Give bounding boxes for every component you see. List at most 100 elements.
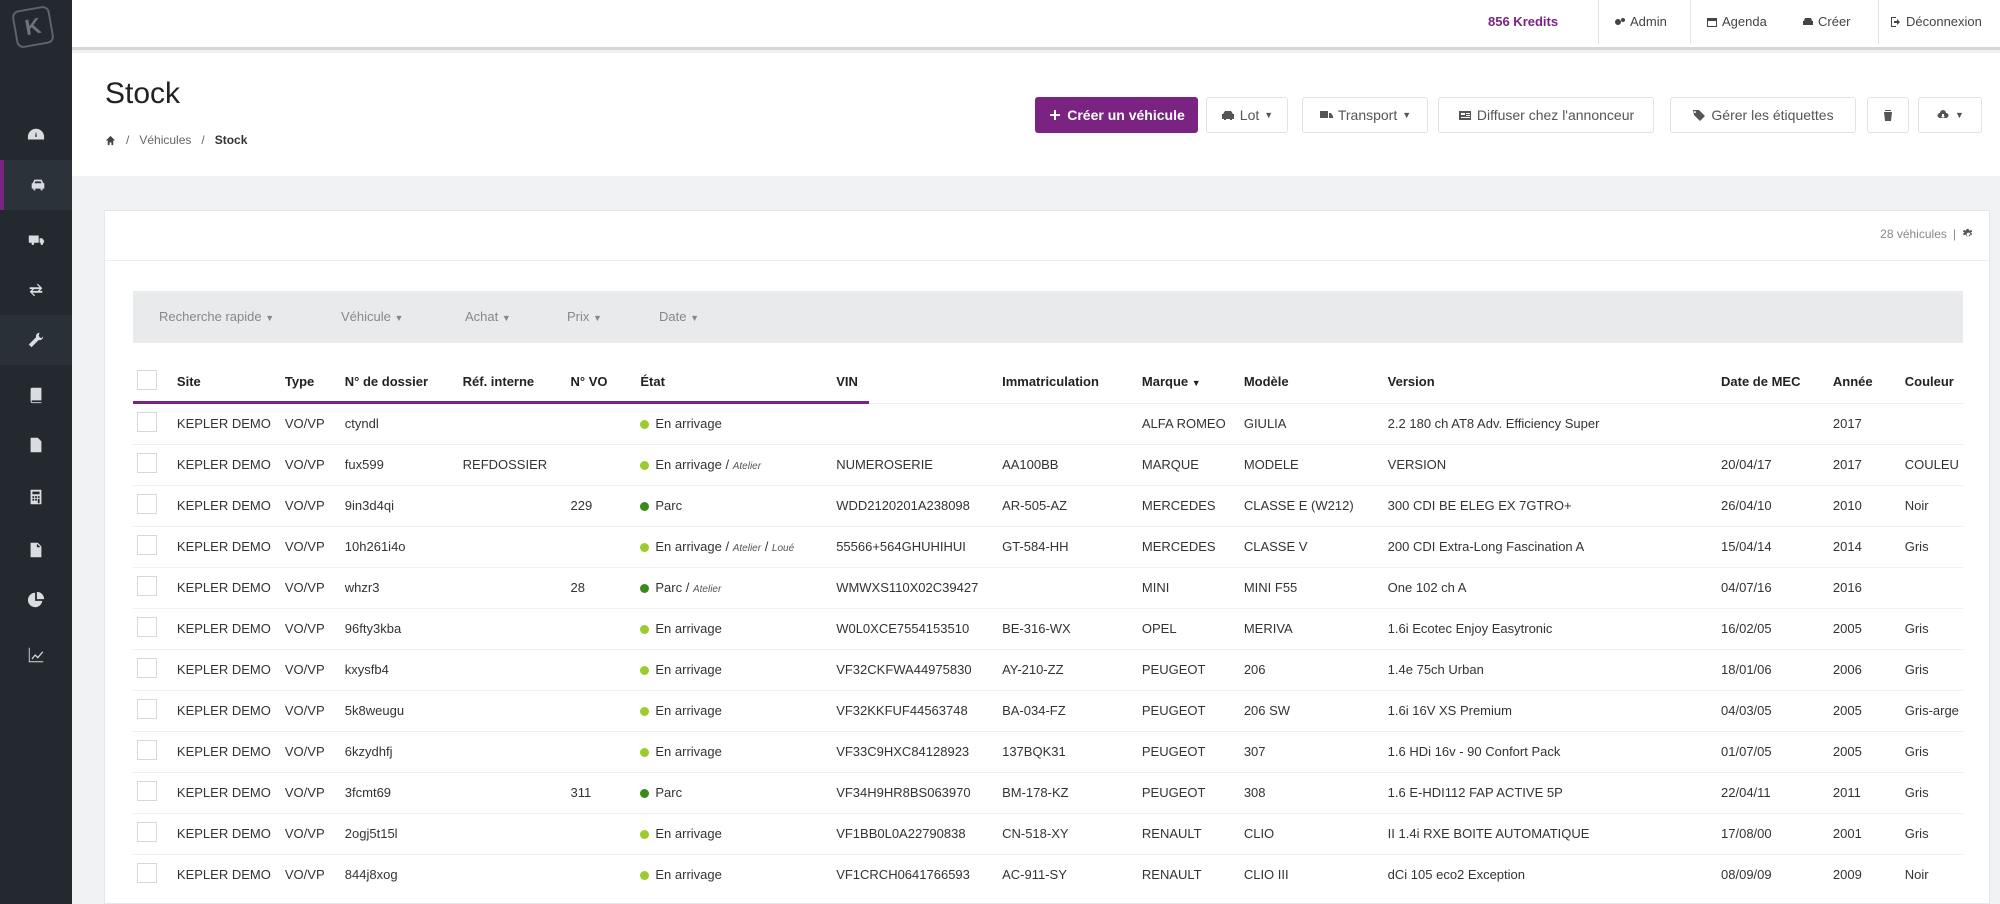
create-vehicle-button[interactable]: Créer un véhicule	[1035, 97, 1198, 133]
row-checkbox[interactable]	[137, 699, 157, 719]
row-checkbox[interactable]	[137, 658, 157, 678]
col-modele[interactable]: Modèle	[1243, 374, 1289, 390]
table-row[interactable]: KEPLER DEMO VO/VP 5k8weugu En arrivage VF32K…	[133, 689, 1963, 731]
cell-vin	[832, 402, 999, 444]
table-row[interactable]: KEPLER DEMO VO/VP 3fcmt69 311 Parc VF34H9HR8B…	[133, 771, 1963, 813]
create-link[interactable]: Créer	[1802, 0, 1851, 44]
cell-site: KEPLER DEMO	[172, 689, 281, 731]
logout-icon	[1891, 17, 1900, 27]
transport-button[interactable]: Transport ▼	[1302, 97, 1428, 133]
lot-button[interactable]: Lot ▼	[1206, 97, 1288, 133]
cell-marque: MERCEDES	[1137, 525, 1240, 567]
table-row[interactable]: KEPLER DEMO VO/VP 6kzydhfj En arrivage VF33C…	[133, 730, 1963, 772]
table-row[interactable]: KEPLER DEMO VO/VP 10h261i4o En arrivage / A…	[133, 525, 1963, 567]
filter-vehicle[interactable]: Véhicule ▼	[341, 309, 404, 324]
kredits-balance[interactable]: 856 Kredits	[1488, 14, 1559, 29]
status-dot	[640, 748, 650, 758]
diffuser-button[interactable]: Diffuser chez l'annonceur	[1438, 97, 1654, 133]
sidebar-item-vehicles[interactable]	[0, 160, 72, 210]
cell-couleur: Noir	[1900, 484, 1963, 526]
row-checkbox[interactable]	[137, 494, 157, 514]
cell-site: KEPLER DEMO	[172, 812, 281, 854]
status-label: Parc	[655, 785, 683, 800]
sort-down-icon: ▼	[1191, 378, 1201, 389]
cell-vin: VF1CRCH0641766593	[832, 853, 999, 895]
sidebar-item-statistics[interactable]	[0, 575, 72, 625]
col-version[interactable]: Version	[1387, 374, 1435, 390]
filter-price[interactable]: Prix ▼	[567, 309, 602, 324]
cell-mec: 04/03/05	[1717, 689, 1829, 731]
breadcrumb-vehicles[interactable]: Véhicules	[139, 133, 192, 147]
manage-labels-button[interactable]: Gérer les étiquettes	[1670, 97, 1856, 133]
col-site[interactable]: Site	[176, 374, 201, 390]
logout-link[interactable]: Déconnexion	[1890, 0, 1982, 44]
filter-purchase[interactable]: Achat ▼	[465, 309, 511, 324]
header-underline	[133, 401, 869, 404]
sidebar-item-dashboard[interactable]	[0, 110, 72, 160]
cell-ref	[458, 648, 567, 690]
exchange-icon	[29, 283, 43, 297]
table-row[interactable]: KEPLER DEMO VO/VP kxysfb4 En arrivage VF32CK…	[133, 648, 1963, 690]
agenda-link[interactable]: Agenda	[1706, 0, 1767, 44]
col-ref[interactable]: Réf. interne	[462, 374, 535, 390]
filter-date[interactable]: Date ▼	[659, 309, 700, 324]
cell-ref	[458, 484, 567, 526]
sidebar-item-atelier[interactable]	[0, 315, 72, 365]
row-checkbox[interactable]	[137, 863, 157, 884]
cell-version: 1.6i Ecotec Enjoy Easytronic	[1383, 607, 1718, 649]
col-marque[interactable]: Marque ▼	[1141, 374, 1201, 390]
row-checkbox[interactable]	[137, 617, 157, 637]
cell-type: VO/VP	[280, 402, 341, 444]
select-all-checkbox[interactable]	[137, 370, 157, 391]
cell-type: VO/VP	[280, 771, 341, 813]
col-annee[interactable]: Année	[1832, 374, 1873, 390]
sidebar-item-documents[interactable]	[0, 420, 72, 470]
cell-type: VO/VP	[280, 689, 341, 731]
col-dossier[interactable]: N° de dossier	[344, 374, 429, 390]
col-vo[interactable]: N° VO	[570, 374, 608, 390]
filter-quick-search[interactable]: Recherche rapide ▼	[159, 309, 275, 324]
cell-modele: 206	[1239, 648, 1384, 690]
sidebar-item-catalog[interactable]	[0, 370, 72, 420]
row-checkbox[interactable]	[137, 822, 157, 842]
sidebar-item-calculator[interactable]	[0, 472, 72, 522]
cell-marque: PEUGEOT	[1137, 648, 1240, 690]
sidebar-item-transport[interactable]	[0, 215, 72, 265]
row-checkbox[interactable]	[137, 412, 157, 432]
table-row[interactable]: KEPLER DEMO VO/VP whzr3 28 Parc / Atelier WMW…	[133, 566, 1963, 608]
app-logo[interactable]: K	[10, 4, 56, 50]
table-row[interactable]: KEPLER DEMO VO/VP 96fty3kba En arrivage W0L0…	[133, 607, 1963, 649]
table-row[interactable]: KEPLER DEMO VO/VP ctyndl En arrivage ALFA RO…	[133, 402, 1963, 444]
delete-button[interactable]	[1867, 97, 1909, 133]
row-checkbox[interactable]	[137, 576, 157, 596]
cell-immat: BA-034-FZ	[998, 689, 1138, 731]
row-checkbox[interactable]	[137, 740, 157, 760]
cell-site: KEPLER DEMO	[172, 443, 281, 485]
sidebar-item-exchange[interactable]	[0, 265, 72, 315]
export-button[interactable]: ▼	[1918, 97, 1982, 133]
col-mec[interactable]: Date de MEC	[1721, 374, 1801, 390]
col-vin[interactable]: VIN	[836, 374, 858, 390]
admin-link[interactable]: Admin	[1614, 0, 1667, 44]
table-row[interactable]: KEPLER DEMO VO/VP 9in3d4qi 229 Parc WDD212020…	[133, 484, 1963, 526]
col-etat[interactable]: État	[640, 374, 665, 390]
gear-icon[interactable]	[1962, 228, 1975, 241]
table-row[interactable]: KEPLER DEMO VO/VP 2ogj5t15l En arrivage VF1B…	[133, 812, 1963, 854]
col-immat[interactable]: Immatriculation	[1002, 374, 1099, 390]
col-couleur[interactable]: Couleur	[1904, 374, 1954, 390]
dashboard-icon	[27, 128, 45, 140]
home-icon[interactable]	[105, 135, 116, 146]
row-checkbox[interactable]	[137, 781, 157, 801]
col-type[interactable]: Type	[284, 374, 315, 390]
sidebar-item-files[interactable]	[0, 525, 72, 575]
cell-ref	[458, 607, 567, 649]
sidebar-item-reports[interactable]	[0, 630, 72, 680]
row-checkbox[interactable]	[137, 453, 157, 473]
panel-header: 28 véhicules |	[105, 211, 1989, 261]
table-row[interactable]: KEPLER DEMO VO/VP 844j8xog En arrivage VF1CR…	[133, 853, 1963, 895]
row-checkbox[interactable]	[137, 535, 157, 555]
status-label: En arrivage	[655, 457, 722, 472]
filter-bar: Recherche rapide ▼ Véhicule ▼ Achat ▼ Pr…	[133, 291, 1963, 343]
table-row[interactable]: KEPLER DEMO VO/VP fux599 REFDOSSIER En arriv…	[133, 443, 1963, 485]
cell-type: VO/VP	[280, 484, 341, 526]
